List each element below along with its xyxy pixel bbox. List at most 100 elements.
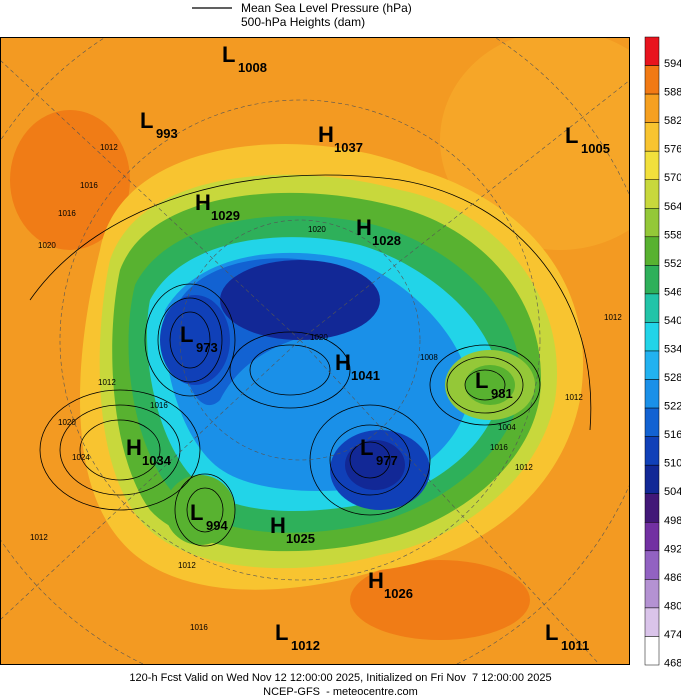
isobar-label: 1016	[80, 181, 98, 190]
colorbar-label: 540	[664, 315, 681, 327]
isobar-label: 1012	[178, 561, 196, 570]
colorbar-cell	[644, 150, 660, 180]
colorbar-cell	[644, 236, 660, 266]
isobar-label: 1020	[310, 333, 328, 342]
center-value: 1041	[351, 368, 380, 383]
legend-text: Mean Sea Level Pressure (hPa)	[241, 1, 412, 15]
isobar-label: 1020	[308, 225, 326, 234]
center-letter: H	[368, 568, 384, 593]
center-letter: L	[545, 620, 558, 645]
colorbar-label: 558	[664, 229, 681, 241]
colorbar-label: 534	[664, 343, 681, 355]
center-letter: L	[275, 620, 288, 645]
isobar-label: 1012	[100, 143, 118, 152]
colorbar-cell	[644, 208, 660, 238]
colorbar-label: 582	[664, 115, 681, 127]
colorbar-cell	[644, 265, 660, 295]
isobar-label: 1012	[565, 393, 583, 402]
center-letter: L	[565, 123, 578, 148]
map-frame	[0, 37, 630, 665]
center-value: 993	[156, 126, 178, 141]
center-value: 1012	[291, 638, 320, 653]
colorbar-cell	[644, 493, 660, 523]
center-letter: L	[222, 42, 235, 67]
isobar-label: 1016	[150, 401, 168, 410]
colorbar-label: 480	[664, 600, 681, 612]
center-value: 1029	[211, 208, 240, 223]
isobar-label: 1016	[490, 443, 508, 452]
colorbar-cell	[644, 464, 660, 494]
center-value: 981	[491, 386, 513, 401]
isobar-label: 1016	[58, 209, 76, 218]
center-letter: H	[318, 122, 334, 147]
isobar-label: 1020	[58, 418, 76, 427]
colorbar-cell	[644, 93, 660, 123]
colorbar-cell	[644, 636, 660, 666]
colorbar-label: 510	[664, 458, 681, 470]
footer-line: 120-h Fcst Valid on Wed Nov 12 12:00:00 …	[129, 672, 552, 684]
center-letter: H	[195, 190, 211, 215]
center-value: 1034	[142, 453, 172, 468]
colorbar-label: 552	[664, 258, 681, 270]
center-value: 1028	[372, 233, 401, 248]
isobar-label: 1012	[604, 313, 622, 322]
center-letter: H	[335, 350, 351, 375]
center-value: 1037	[334, 140, 363, 155]
center-value: 1026	[384, 586, 413, 601]
center-letter: H	[270, 513, 286, 538]
isobar-label: 1012	[515, 463, 533, 472]
legend-text: 500-hPa Heights (dam)	[241, 15, 365, 29]
isobar-label: 1004	[498, 423, 516, 432]
map-figure: Mean Sea Level Pressure (hPa) 500-hPa He…	[0, 1, 681, 669]
colorbar-cell	[644, 293, 660, 323]
colorbar-label: 504	[664, 486, 681, 498]
colorbar-label: 564	[664, 201, 681, 213]
center-value: 977	[376, 453, 398, 468]
center-letter: L	[180, 322, 193, 347]
center-letter: H	[356, 215, 372, 240]
colorbar-label: 516	[664, 429, 681, 441]
colorbar-cell	[644, 379, 660, 409]
isobar-label: 1008	[420, 353, 438, 362]
isobar-label: 1020	[38, 241, 56, 250]
colorbar-cell	[644, 36, 660, 66]
colorbar-label: 468	[664, 657, 681, 669]
isobar-label: 1024	[72, 453, 90, 462]
colorbar-cell	[644, 522, 660, 552]
isobar-label: 1012	[98, 378, 116, 387]
center-letter: L	[475, 368, 488, 393]
footer-line: NCEP-GFS - meteocentre.com	[263, 686, 418, 698]
colorbar-cell	[644, 607, 660, 637]
isobar-label: 1012	[30, 533, 48, 542]
colorbar-label: 528	[664, 372, 681, 384]
center-value: 1011	[561, 638, 589, 653]
colorbar-label: 588	[664, 87, 681, 99]
colorbar-cell	[644, 579, 660, 609]
colorbar-label: 492	[664, 543, 681, 555]
colorbar-label: 570	[664, 172, 681, 184]
colorbar-label: 576	[664, 144, 681, 156]
colorbar-label: 486	[664, 572, 681, 584]
center-letter: L	[190, 500, 203, 525]
colorbar-label: 474	[664, 629, 681, 641]
center-letter: L	[360, 435, 373, 460]
center-value: 994	[206, 518, 228, 533]
isobar-label: 1016	[190, 623, 208, 632]
colorbar-cell	[644, 407, 660, 437]
colorbar-cell	[644, 179, 660, 209]
colorbar-label: 594	[664, 58, 681, 70]
center-value: 1008	[238, 60, 267, 75]
colorbar-cell	[644, 65, 660, 95]
colorbar-cell	[644, 350, 660, 380]
colorbar-label: 522	[664, 401, 681, 413]
colorbar-label: 498	[664, 515, 681, 527]
colorbar-cell	[644, 322, 660, 352]
center-letter: L	[140, 108, 153, 133]
colorbar-cell	[644, 550, 660, 580]
center-letter: H	[126, 435, 142, 460]
colorbar-cell	[644, 122, 660, 152]
center-value: 973	[196, 340, 218, 355]
colorbar-cell	[644, 436, 660, 466]
center-value: 1025	[286, 531, 315, 546]
